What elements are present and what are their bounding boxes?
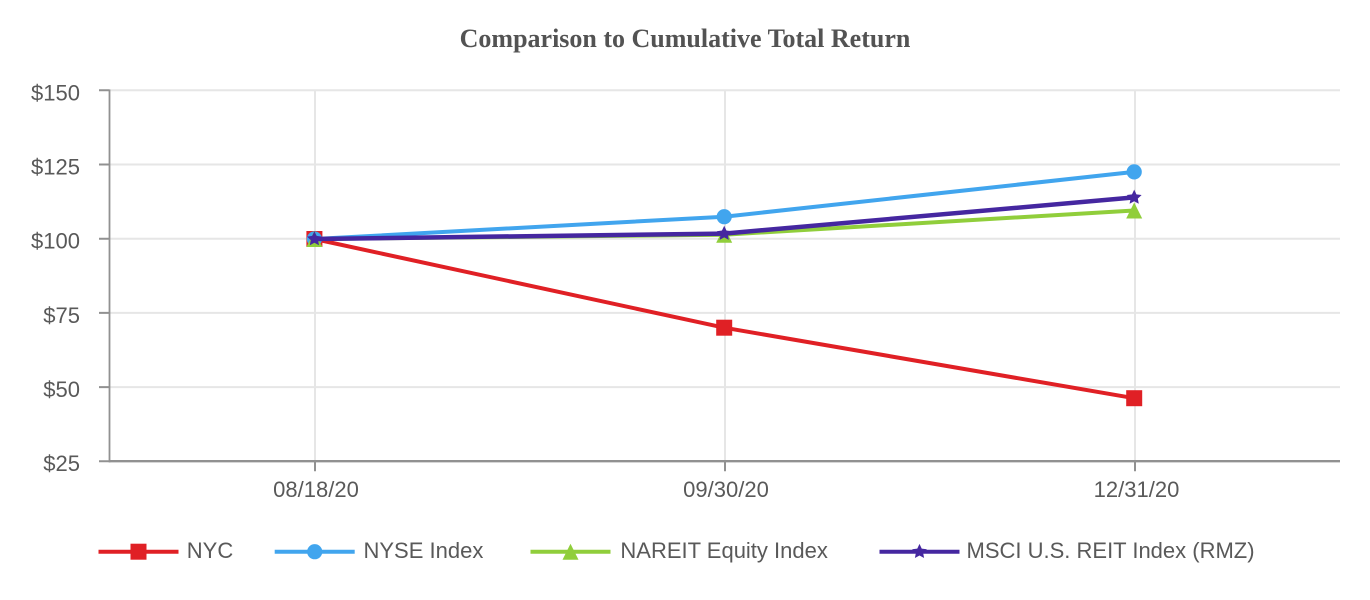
- svg-text:$50: $50: [43, 377, 80, 402]
- svg-text:$100: $100: [31, 229, 80, 254]
- svg-text:NYC: NYC: [187, 538, 234, 563]
- svg-text:$125: $125: [31, 155, 80, 180]
- svg-text:09/30/20: 09/30/20: [683, 477, 769, 502]
- svg-text:$25: $25: [43, 451, 80, 476]
- svg-text:MSCI U.S. REIT Index (RMZ): MSCI U.S. REIT Index (RMZ): [967, 538, 1255, 563]
- svg-text:$75: $75: [43, 303, 80, 328]
- svg-text:NYSE Index: NYSE Index: [364, 538, 484, 563]
- svg-text:08/18/20: 08/18/20: [273, 477, 359, 502]
- svg-text:Comparison to Cumulative Total: Comparison to Cumulative Total Return: [460, 24, 911, 53]
- svg-text:12/31/20: 12/31/20: [1094, 477, 1180, 502]
- svg-text:$150: $150: [31, 80, 80, 105]
- svg-text:NAREIT Equity Index: NAREIT Equity Index: [620, 538, 827, 563]
